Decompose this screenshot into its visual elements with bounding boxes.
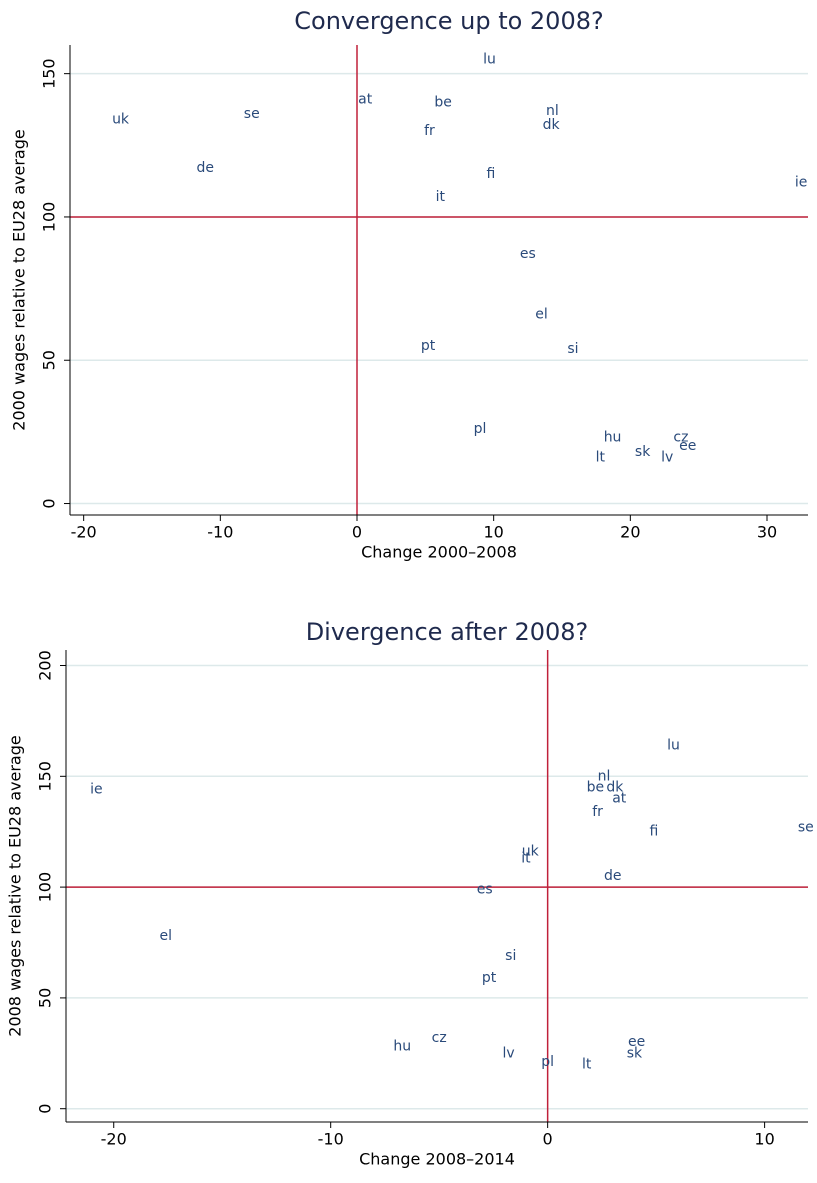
point-label: sk xyxy=(627,1045,643,1061)
point-label: cz xyxy=(432,1030,447,1046)
x-tick-label: 0 xyxy=(543,1130,553,1149)
y-tick-label: 0 xyxy=(40,498,59,508)
point-label: de xyxy=(197,160,215,176)
point-label: nl xyxy=(598,768,611,784)
x-tick-label: -10 xyxy=(207,523,233,542)
point-label: se xyxy=(244,106,260,122)
y-tick-label: 50 xyxy=(36,988,55,1008)
point-label: uk xyxy=(522,844,540,860)
x-tick-label: 10 xyxy=(754,1130,774,1149)
point-label: lt xyxy=(596,450,606,466)
point-label: el xyxy=(160,928,173,944)
point-label: cz xyxy=(673,430,688,446)
x-tick-label: 20 xyxy=(620,523,640,542)
point-label: fi xyxy=(650,824,659,840)
point-label: lt xyxy=(582,1056,592,1072)
point-label: si xyxy=(567,341,578,357)
point-label: ee xyxy=(628,1034,645,1050)
point-label: be xyxy=(587,779,605,795)
point-label: dk xyxy=(606,779,624,795)
y-tick-label: 50 xyxy=(40,350,59,370)
point-label: uk xyxy=(112,112,130,128)
y-tick-label: 0 xyxy=(36,1104,55,1114)
point-label: hu xyxy=(604,430,622,446)
point-label: es xyxy=(520,246,536,262)
y-tick-label: 100 xyxy=(36,872,55,903)
point-label: dk xyxy=(543,117,561,133)
y-axis-label: 2000 wages relative to EU28 average xyxy=(10,129,29,430)
y-tick-label: 150 xyxy=(40,58,59,89)
point-label: el xyxy=(535,306,548,322)
x-tick-label: 10 xyxy=(483,523,503,542)
point-label: si xyxy=(505,948,516,964)
point-label: lv xyxy=(503,1045,515,1061)
point-label: pt xyxy=(421,338,436,354)
point-label: lu xyxy=(667,737,680,753)
y-tick-label: 150 xyxy=(36,761,55,792)
point-label: sk xyxy=(635,444,651,460)
point-label: at xyxy=(358,91,373,107)
point-label: ie xyxy=(90,782,103,798)
y-tick-label: 100 xyxy=(40,202,59,233)
point-label: fr xyxy=(424,123,435,139)
point-label: de xyxy=(604,868,622,884)
point-label: it xyxy=(436,189,446,205)
point-label: at xyxy=(612,790,627,806)
chart-title: Divergence after 2008? xyxy=(306,618,589,646)
x-axis-label: Change 2008–2014 xyxy=(359,1150,515,1169)
x-tick-label: -20 xyxy=(71,523,97,542)
point-label: ee xyxy=(679,438,696,454)
point-label: lu xyxy=(483,51,496,67)
point-label: nl xyxy=(546,103,559,119)
x-tick-label: -10 xyxy=(318,1130,344,1149)
point-label: fi xyxy=(487,166,496,182)
point-label: be xyxy=(434,94,452,110)
point-label: es xyxy=(477,881,493,897)
point-label: se xyxy=(798,819,814,835)
chart-title: Convergence up to 2008? xyxy=(294,7,603,35)
x-tick-label: 0 xyxy=(352,523,362,542)
point-label: it xyxy=(521,850,531,866)
x-axis-label: Change 2000–2008 xyxy=(361,543,517,562)
point-label: hu xyxy=(393,1039,411,1055)
point-label: pl xyxy=(474,421,487,437)
point-label: fr xyxy=(592,804,603,820)
point-label: pl xyxy=(541,1054,554,1070)
x-tick-label: -20 xyxy=(101,1130,127,1149)
point-label: lv xyxy=(661,450,673,466)
x-tick-label: 30 xyxy=(757,523,777,542)
y-tick-label: 200 xyxy=(36,650,55,681)
y-axis-label: 2008 wages relative to EU28 average xyxy=(6,735,25,1036)
point-label: pt xyxy=(482,970,497,986)
point-label: ie xyxy=(795,175,808,191)
